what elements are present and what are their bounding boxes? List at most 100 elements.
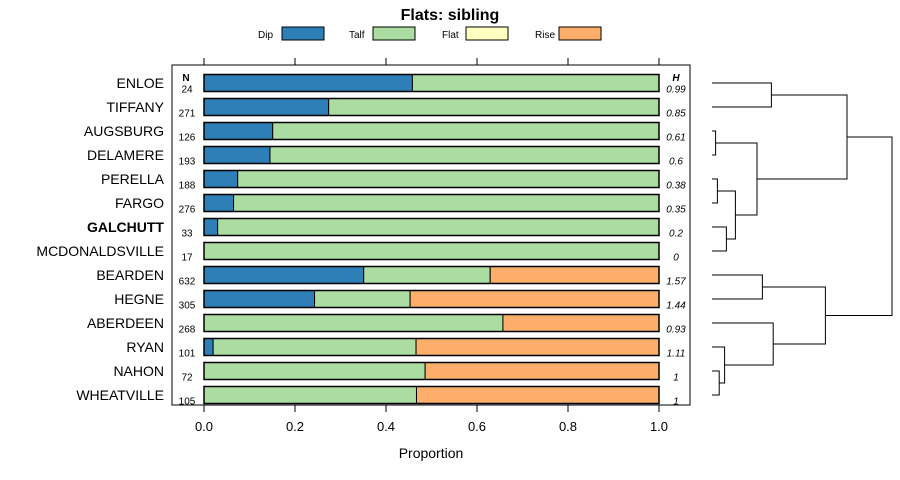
legend-swatch-talf <box>372 26 416 41</box>
n-value: 268 <box>179 325 196 336</box>
bar-segment-talf <box>328 98 660 116</box>
x-axis: 0.0 0.2 0.4 0.6 0.8 1.0 <box>195 405 668 434</box>
bar-outline <box>203 73 660 93</box>
row-fargo: FARGO 276 0.35 <box>115 193 686 216</box>
n-value: 193 <box>179 157 196 168</box>
bar-segment-talf <box>233 194 660 212</box>
row-label: FARGO <box>115 195 164 211</box>
n-value: 188 <box>179 181 196 192</box>
x-tick-label: 0.8 <box>559 419 577 434</box>
n-value: 276 <box>179 205 196 216</box>
n-value: 33 <box>181 229 193 240</box>
h-value: 1.44 <box>666 301 686 312</box>
row-label: ABERDEEN <box>87 315 164 331</box>
dendrogram-link <box>712 226 727 252</box>
bar-segment-rise <box>502 314 660 332</box>
bar-segment-dip <box>203 290 316 308</box>
legend-swatch-flat <box>465 26 509 41</box>
row-label: ENLOE <box>117 75 164 91</box>
bar-segment-dip <box>203 170 239 188</box>
dendrogram-link <box>712 370 720 396</box>
row-mcdonaldsville: MCDONALDSVILLE 17 0 <box>36 241 679 264</box>
dendrogram-link <box>712 274 763 300</box>
bar-segment-rise <box>415 386 660 404</box>
dendrogram-link <box>712 346 726 384</box>
h-value: 1 <box>673 397 679 408</box>
bar-segment-dip <box>203 338 214 356</box>
dendrogram <box>712 82 893 396</box>
bar-segment-dip <box>203 266 365 284</box>
row-hegne: HEGNE 305 1.44 <box>114 289 686 312</box>
row-galchutt: GALCHUTT 33 0.2 <box>87 217 683 240</box>
bar-segment-talf <box>363 266 491 284</box>
n-column-header: N <box>182 73 189 84</box>
h-value: 1.11 <box>667 349 686 360</box>
h-value: 0.38 <box>666 181 686 192</box>
row-aberdeen: ABERDEEN 268 0.93 <box>87 313 686 336</box>
h-value: 0.99 <box>666 85 686 96</box>
x-tick-label: 0.4 <box>377 419 395 434</box>
n-value: 105 <box>179 397 196 408</box>
bar-segment-rise <box>489 266 660 284</box>
bar-segment-talf <box>237 170 660 188</box>
bar-segment-dip <box>203 146 271 164</box>
row-label: GALCHUTT <box>87 219 164 235</box>
n-value: 101 <box>179 349 196 360</box>
row-delamere: DELAMERE 193 0.6 <box>87 145 683 168</box>
row-label: NAHON <box>113 363 164 379</box>
bar-segment-talf <box>212 338 417 356</box>
x-axis-title: Proportion <box>399 445 464 461</box>
row-bearden: BEARDEN 632 1.57 <box>96 265 686 288</box>
n-value: 17 <box>181 253 193 264</box>
top-axis-ticks <box>203 58 660 65</box>
bar-outline <box>203 265 660 285</box>
bar-segment-dip <box>203 74 413 92</box>
row-label: TIFFANY <box>106 99 164 115</box>
bar-segment-talf <box>411 74 660 92</box>
x-tick-label: 0.2 <box>286 419 304 434</box>
h-value: 0.85 <box>666 109 686 120</box>
h-value: 0 <box>673 253 679 264</box>
row-nahon: NAHON 72 1 <box>113 361 679 384</box>
x-tick-label: 0.6 <box>468 419 486 434</box>
row-wheatville: WHEATVILLE 105 1 <box>76 385 679 408</box>
h-value: 0.2 <box>669 229 683 240</box>
dendrogram-link <box>712 82 772 108</box>
row-enloe: ENLOE 24 0.99 <box>117 73 686 96</box>
bar-outline <box>203 241 660 261</box>
bar-outline <box>203 145 660 165</box>
dendrogram-link <box>757 94 848 180</box>
row-label: HEGNE <box>114 291 164 307</box>
bar-segment-dip <box>203 98 330 116</box>
row-label: RYAN <box>126 339 164 355</box>
x-tick-label: 0.0 <box>195 419 213 434</box>
bar-segment-talf <box>314 290 411 308</box>
legend-label-talf: Talf <box>349 30 365 41</box>
bar-segment-dip <box>203 122 274 140</box>
dendrogram-link <box>712 130 717 156</box>
row-label: AUGSBURG <box>84 123 164 139</box>
legend-label-dip: Dip <box>258 30 273 41</box>
legend-label-flat: Flat <box>442 30 459 41</box>
bar-outline <box>203 337 660 357</box>
row-tiffany: TIFFANY 271 0.85 <box>106 97 686 120</box>
h-value: 0.6 <box>669 157 683 168</box>
h-value: 1.57 <box>666 277 686 288</box>
n-value: 72 <box>181 373 193 384</box>
bar-segment-talf <box>217 218 660 236</box>
bar-segment-dip <box>203 194 235 212</box>
bar-outline <box>203 313 660 333</box>
n-value: 305 <box>179 301 196 312</box>
n-value: 632 <box>179 277 196 288</box>
h-value: 1 <box>673 373 679 384</box>
dendrogram-link <box>712 178 718 204</box>
dendrogram-link <box>715 142 758 216</box>
legend-label-rise: Rise <box>535 30 555 41</box>
row-label: DELAMERE <box>87 147 164 163</box>
x-tick-label: 1.0 <box>650 419 668 434</box>
row-perella: PERELLA 188 0.38 <box>101 169 686 192</box>
bar-outline <box>203 169 660 189</box>
plot-frame <box>171 64 691 406</box>
